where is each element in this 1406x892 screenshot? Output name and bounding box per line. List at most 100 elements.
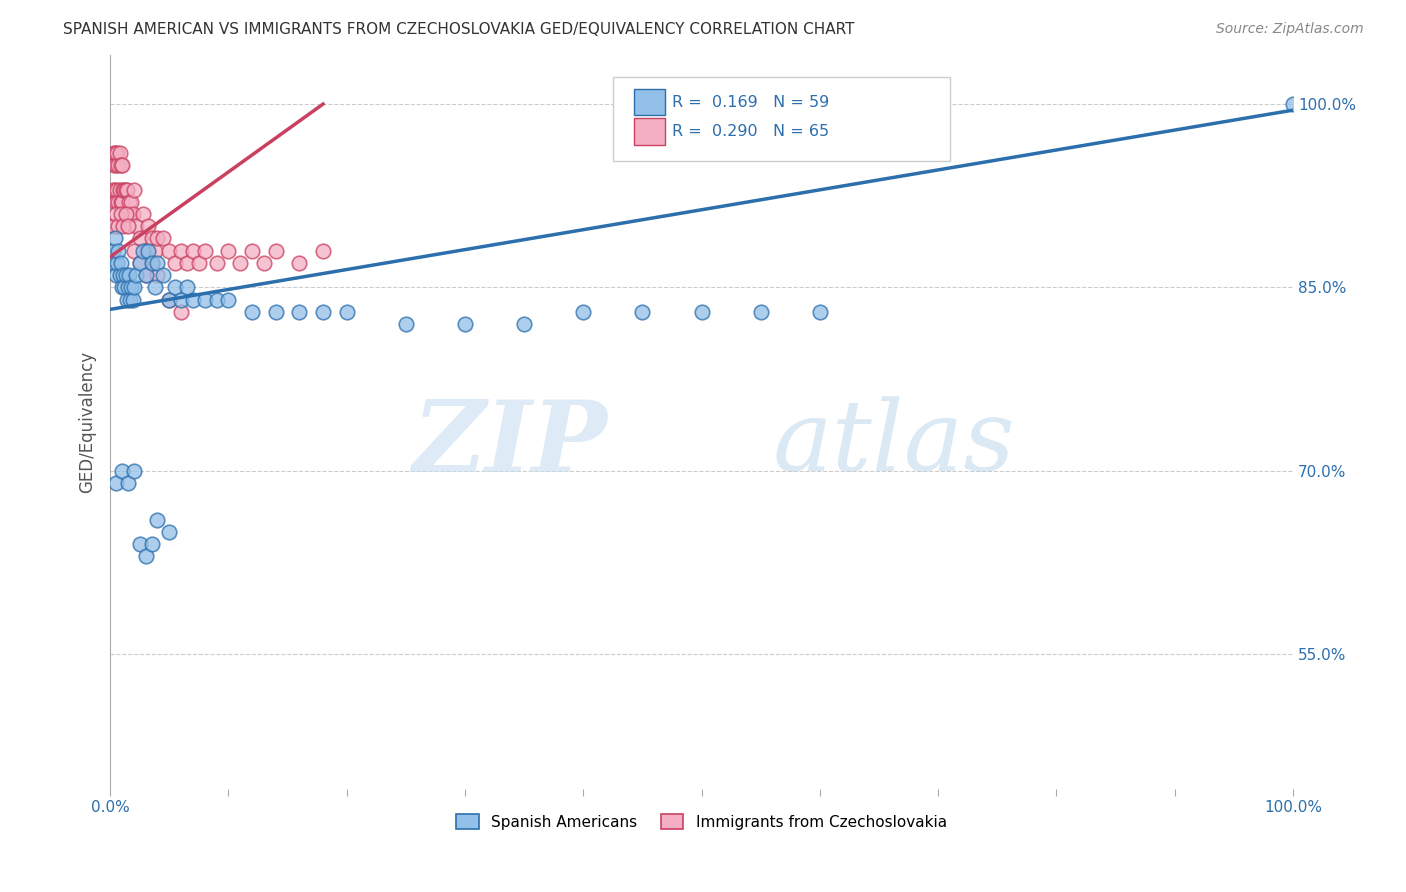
Point [122,280,145,294]
Point [170,244,193,258]
Point [288,305,311,319]
Point [105,475,128,490]
Point [217,244,239,258]
Point [117,207,139,221]
Point [128,256,150,270]
Point [240,244,263,258]
Point [122,244,145,258]
Point [114,207,136,221]
Point [165,256,187,270]
FancyBboxPatch shape [634,89,665,115]
Point [103,256,125,270]
Point [217,293,239,307]
Point [205,256,228,270]
Point [101,244,124,258]
Point [108,183,131,197]
Point [105,183,128,197]
Point [181,293,204,307]
Point [107,219,129,234]
Point [110,256,132,270]
Point [111,280,134,294]
Point [336,305,359,319]
Point [513,317,536,331]
Point [122,464,145,478]
Point [143,280,166,294]
Point [157,524,180,539]
Point [176,256,198,270]
Point [135,244,157,258]
Point [111,158,134,172]
Point [146,256,169,270]
Point [112,219,135,234]
Point [152,231,174,245]
Point [122,183,145,197]
Point [108,145,131,160]
Point [107,194,129,209]
Point [312,305,335,319]
Point [181,244,204,258]
Text: Source: ZipAtlas.com: Source: ZipAtlas.com [1216,22,1364,37]
Point [146,513,169,527]
Point [121,293,143,307]
Text: ZIP: ZIP [412,395,607,492]
Point [690,305,713,319]
Point [253,256,276,270]
Point [128,256,150,270]
Point [146,231,169,245]
Point [110,194,132,209]
Point [136,244,159,258]
Point [135,268,157,282]
Point [112,268,135,282]
Point [117,280,139,294]
Point [110,207,132,221]
Point [120,280,142,294]
Text: atlas: atlas [772,396,1015,491]
Point [194,244,217,258]
Point [141,256,163,270]
Point [125,268,148,282]
Legend: Spanish Americans, Immigrants from Czechoslovakia: Spanish Americans, Immigrants from Czech… [450,807,953,836]
Point [104,183,127,197]
Point [152,268,174,282]
Point [170,293,193,307]
Point [107,158,129,172]
Point [111,464,134,478]
Point [111,194,134,209]
Point [114,183,136,197]
Point [105,268,128,282]
Point [631,305,654,319]
Point [264,244,287,258]
Point [135,549,157,564]
Point [112,280,135,294]
Point [105,207,128,221]
Point [170,305,193,319]
Point [205,293,228,307]
Point [132,207,155,221]
Point [118,268,141,282]
Text: R =  0.290   N = 65: R = 0.290 N = 65 [672,124,830,139]
Point [105,158,128,172]
Point [128,231,150,245]
Point [288,256,311,270]
Point [141,256,163,270]
Point [112,183,135,197]
Point [135,268,157,282]
Point [176,280,198,294]
Point [1282,97,1305,112]
Point [194,293,217,307]
Point [572,305,595,319]
FancyBboxPatch shape [613,77,950,161]
Point [157,293,180,307]
Point [108,268,131,282]
Point [117,219,139,234]
Point [117,475,139,490]
Point [312,244,335,258]
Point [187,256,209,270]
Point [125,219,148,234]
Point [157,293,180,307]
Text: R =  0.169   N = 59: R = 0.169 N = 59 [672,95,830,110]
Point [240,305,263,319]
Point [146,268,169,282]
Text: SPANISH AMERICAN VS IMMIGRANTS FROM CZECHOSLOVAKIA GED/EQUIVALENCY CORRELATION C: SPANISH AMERICAN VS IMMIGRANTS FROM CZEC… [63,22,855,37]
Point [121,207,143,221]
